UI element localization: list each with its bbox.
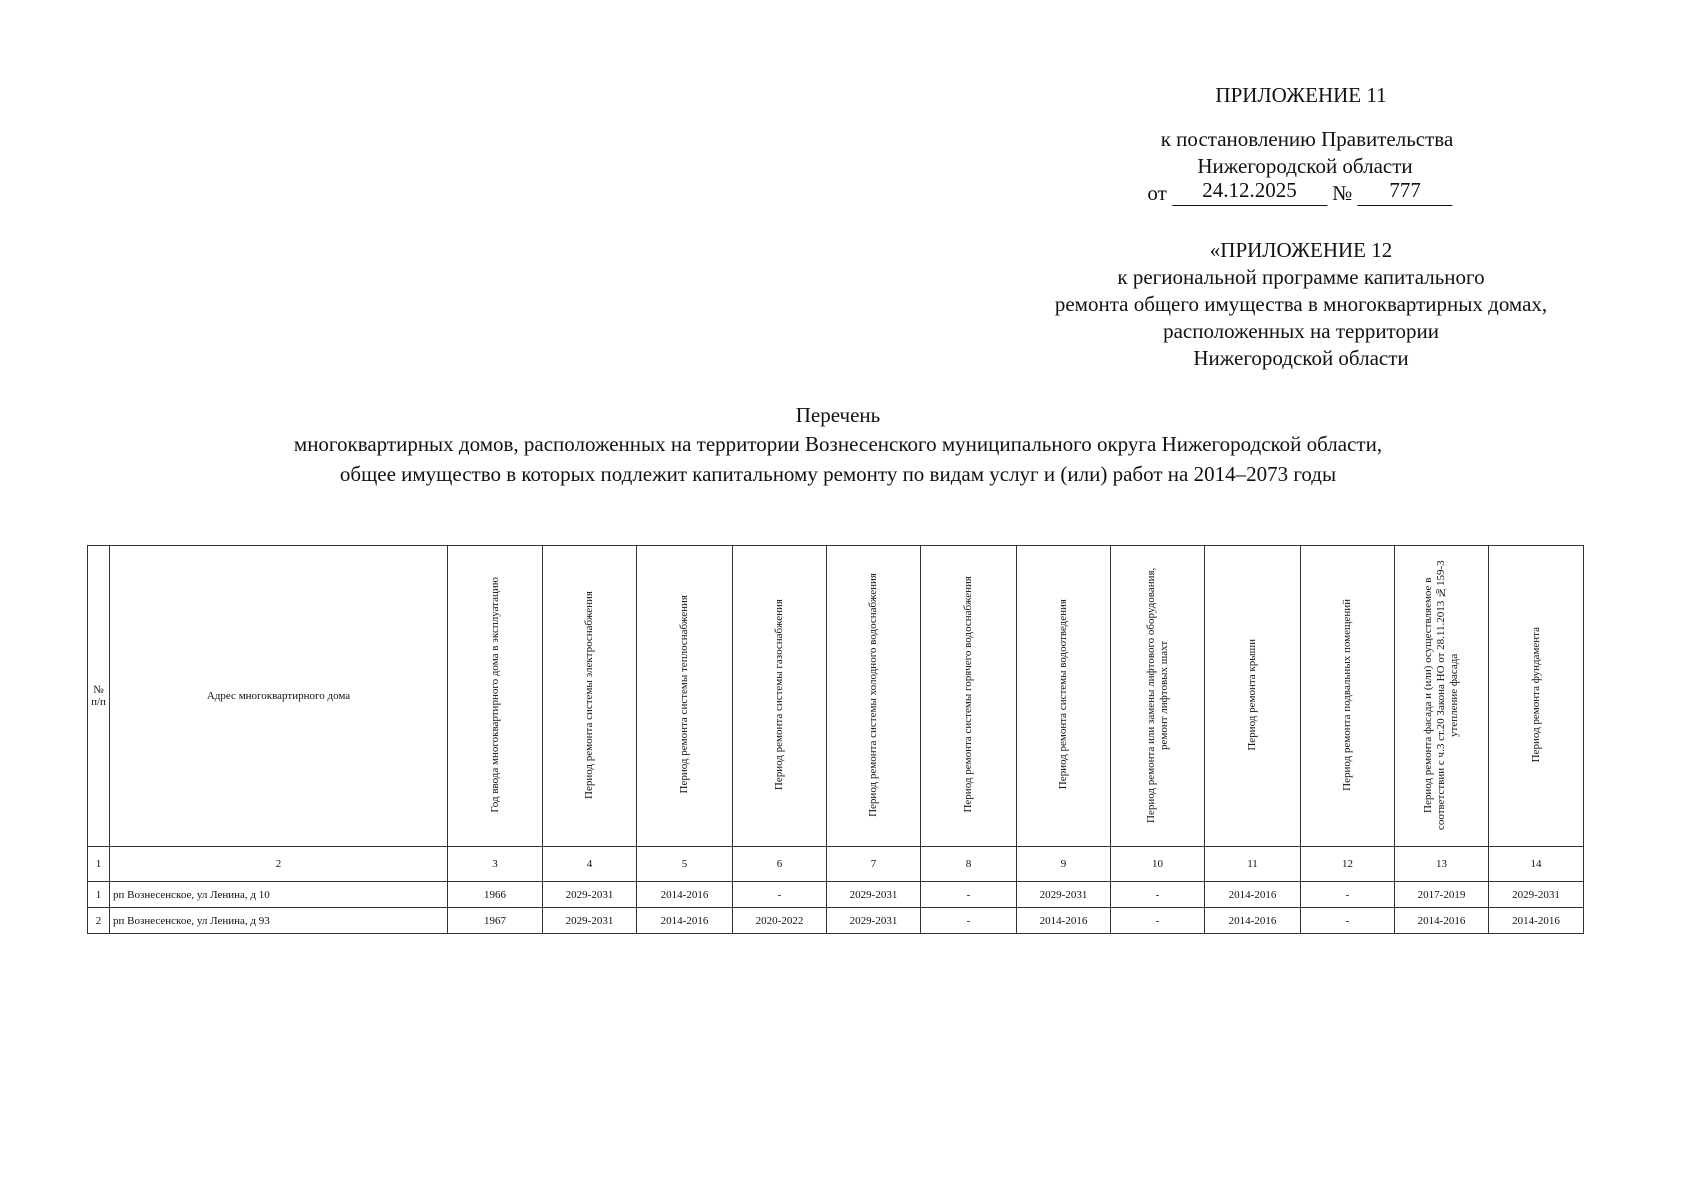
table-cell: 2029-2031 — [826, 907, 921, 934]
column-number: 12 — [1300, 846, 1395, 882]
title-line: Перечень — [795, 403, 881, 427]
column-header: Год ввода многоквартирного дома в эксплу… — [447, 545, 543, 847]
table-cell: - — [1300, 881, 1395, 908]
table-cell: - — [920, 881, 1017, 908]
column-header: Период ремонта фасада и (или) осуществля… — [1394, 545, 1489, 847]
region-line: Нижегородской области — [1197, 154, 1413, 178]
column-number: 1 — [87, 846, 110, 882]
table-cell: 1 — [87, 881, 110, 908]
resolution-date: 24.12.2025 — [1202, 178, 1297, 202]
column-number: 10 — [1110, 846, 1205, 882]
address-cell: рп Вознесенское, ул Ленина, д 93 — [109, 907, 448, 934]
appendix-title: ПРИЛОЖЕНИЕ 11 — [1215, 83, 1387, 107]
column-header-label: Период ремонта фасада и (или) осуществля… — [1422, 559, 1460, 830]
column-header-label: Период ремонта системы горячего водоснаб… — [962, 576, 974, 813]
column-header: Период ремонта системы холодного водосна… — [826, 545, 921, 847]
table-cell: 2014-2016 — [1204, 881, 1301, 908]
table-cell: 2 — [87, 907, 110, 934]
column-header-label: Период ремонта системы холодного водосна… — [867, 572, 879, 817]
column-header: Период ремонта системы газоснабжения — [732, 545, 827, 847]
column-header-label: Период ремонта системы водоотведения — [1057, 599, 1069, 790]
column-header: Период ремонта системы теплоснабжения — [636, 545, 733, 847]
table-cell: 1966 — [447, 881, 543, 908]
column-number: 9 — [1016, 846, 1111, 882]
program-line: к региональной программе капитального — [1117, 265, 1485, 289]
table-cell: 2014-2016 — [636, 907, 733, 934]
column-header: Период ремонта системы электроснабжения — [542, 545, 637, 847]
column-number: 6 — [732, 846, 827, 882]
table-cell: 2029-2031 — [826, 881, 921, 908]
column-number: 13 — [1394, 846, 1489, 882]
table-cell: - — [1110, 881, 1205, 908]
repair-schedule-table: № п/п Адрес многоквартирного дома Год ввод… — [87, 545, 1584, 934]
column-header-label: Год ввода многоквартирного дома в эксплу… — [488, 576, 501, 813]
table-cell: 2014-2016 — [636, 881, 733, 908]
header-row: № п/п Адрес многоквартирного дома Год ввод… — [87, 545, 1584, 847]
column-number: 4 — [542, 846, 637, 882]
number-label: № — [1332, 181, 1353, 205]
column-header-label: Адрес многоквартирного дома — [206, 690, 351, 702]
column-number: 14 — [1488, 846, 1584, 882]
table-cell: 2014-2016 — [1016, 907, 1111, 934]
column-header-label: Период ремонта фундамента — [1529, 626, 1542, 763]
program-line: «ПРИЛОЖЕНИЕ 12 — [1209, 238, 1393, 262]
column-header: Период ремонта фундамента — [1488, 545, 1584, 847]
table-cell: 1967 — [447, 907, 543, 934]
table-cell: 2014-2016 — [1394, 907, 1489, 934]
table-cell: 2014-2016 — [1488, 907, 1584, 934]
table-cell: 2029-2031 — [542, 881, 637, 908]
title-line: общее имущество в которых подлежит капит… — [339, 462, 1337, 486]
table-cell: - — [1300, 907, 1395, 934]
column-header-label: Период ремонта системы газоснабжения — [773, 598, 785, 791]
column-number: 2 — [109, 846, 448, 882]
resolution-number: 777 — [1389, 178, 1421, 202]
column-header-label: Период ремонта подвальных помещений — [1341, 598, 1353, 791]
from-label: от — [1147, 181, 1167, 205]
column-header: Период ремонта системы водоотведения — [1016, 545, 1111, 847]
program-line: расположенных на территории — [1163, 319, 1439, 343]
column-header: Период ремонта системы горячего водоснаб… — [920, 545, 1017, 847]
table-cell: 2014-2016 — [1204, 907, 1301, 934]
column-header-label: Период ремонта крыши — [1246, 638, 1258, 751]
table-cell: 2029-2031 — [1016, 881, 1111, 908]
column-header-label: Период ремонта системы теплоснабжения — [678, 595, 690, 794]
column-number: 8 — [920, 846, 1017, 882]
resolution-line: к постановлению Правительства — [1160, 127, 1454, 151]
column-header: Период ремонта подвальных помещений — [1300, 545, 1395, 847]
table-cell: 2029-2031 — [542, 907, 637, 934]
column-header: Адрес многоквартирного дома — [109, 545, 448, 847]
table-cell: - — [732, 881, 827, 908]
table-cell: - — [1110, 907, 1205, 934]
table-cell: 2017-2019 — [1394, 881, 1489, 908]
column-number: 5 — [636, 846, 733, 882]
column-header: Период ремонта или замены лифтового обор… — [1110, 545, 1205, 847]
column-header: № п/п — [87, 545, 110, 847]
column-header-label: № п/п — [91, 684, 106, 708]
table-row: 1 рп Вознесенское, ул Ленина, д 10 1966 202… — [87, 881, 1584, 908]
date-number-line: от 24.12.2025 № 777 — [1147, 178, 1453, 206]
column-number-row: 1 2 3 4 5 6 7 8 9 10 11 12 13 14 — [87, 846, 1584, 882]
title-line: многоквартирных домов, расположенных на … — [293, 432, 1383, 456]
column-number: 11 — [1204, 846, 1301, 882]
column-number: 3 — [447, 846, 543, 882]
table-cell: 2020-2022 — [732, 907, 827, 934]
column-header-label: Период ремонта системы электроснабжения — [583, 590, 595, 799]
table-cell: - — [920, 907, 1017, 934]
table-cell: 2029-2031 — [1488, 881, 1584, 908]
column-number: 7 — [826, 846, 921, 882]
column-header: Период ремонта крыши — [1204, 545, 1301, 847]
column-header-label: Период ремонта или замены лифтового обор… — [1144, 566, 1170, 823]
program-line: ремонта общего имущества в многоквартирн… — [1054, 292, 1548, 316]
address-cell: рп Вознесенское, ул Ленина, д 10 — [109, 881, 448, 908]
program-line: Нижегородской области — [1193, 346, 1409, 370]
table-row: 2 рп Вознесенское, ул Ленина, д 93 1967 202… — [87, 907, 1584, 934]
